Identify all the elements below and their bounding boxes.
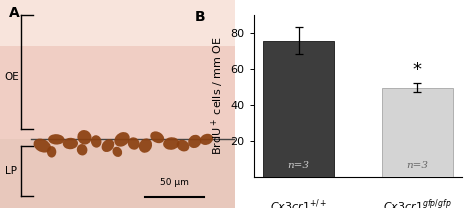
Bar: [263, 41, 334, 177]
Bar: [382, 88, 453, 177]
Ellipse shape: [188, 135, 201, 148]
Text: $Cx3cr1^{+/+}$: $Cx3cr1^{+/+}$: [270, 198, 328, 208]
Text: n=3: n=3: [288, 161, 310, 171]
Ellipse shape: [112, 147, 122, 157]
Text: $Cx3cr1^{gfp/gfp}$: $Cx3cr1^{gfp/gfp}$: [383, 198, 452, 208]
Ellipse shape: [63, 138, 78, 149]
Ellipse shape: [47, 146, 56, 157]
FancyBboxPatch shape: [0, 0, 235, 46]
Ellipse shape: [48, 134, 64, 145]
FancyBboxPatch shape: [0, 0, 235, 139]
Y-axis label: BrdU$^+$ cells / mm OE: BrdU$^+$ cells / mm OE: [210, 36, 226, 155]
FancyBboxPatch shape: [0, 0, 235, 208]
Text: LP: LP: [5, 166, 17, 176]
Ellipse shape: [163, 137, 180, 150]
Ellipse shape: [177, 140, 189, 151]
Ellipse shape: [77, 144, 87, 155]
Ellipse shape: [128, 137, 140, 150]
Text: *: *: [413, 61, 421, 79]
Ellipse shape: [77, 130, 91, 145]
Ellipse shape: [150, 131, 164, 143]
Ellipse shape: [114, 132, 130, 147]
Ellipse shape: [101, 139, 114, 152]
FancyBboxPatch shape: [0, 139, 235, 208]
Text: 50 µm: 50 µm: [160, 178, 189, 187]
Ellipse shape: [91, 135, 101, 148]
Text: A: A: [9, 6, 20, 20]
Ellipse shape: [200, 134, 213, 145]
Text: OE: OE: [5, 72, 19, 82]
Text: n=3: n=3: [406, 161, 428, 171]
Ellipse shape: [34, 139, 51, 153]
Ellipse shape: [139, 138, 152, 153]
Text: B: B: [195, 10, 206, 24]
